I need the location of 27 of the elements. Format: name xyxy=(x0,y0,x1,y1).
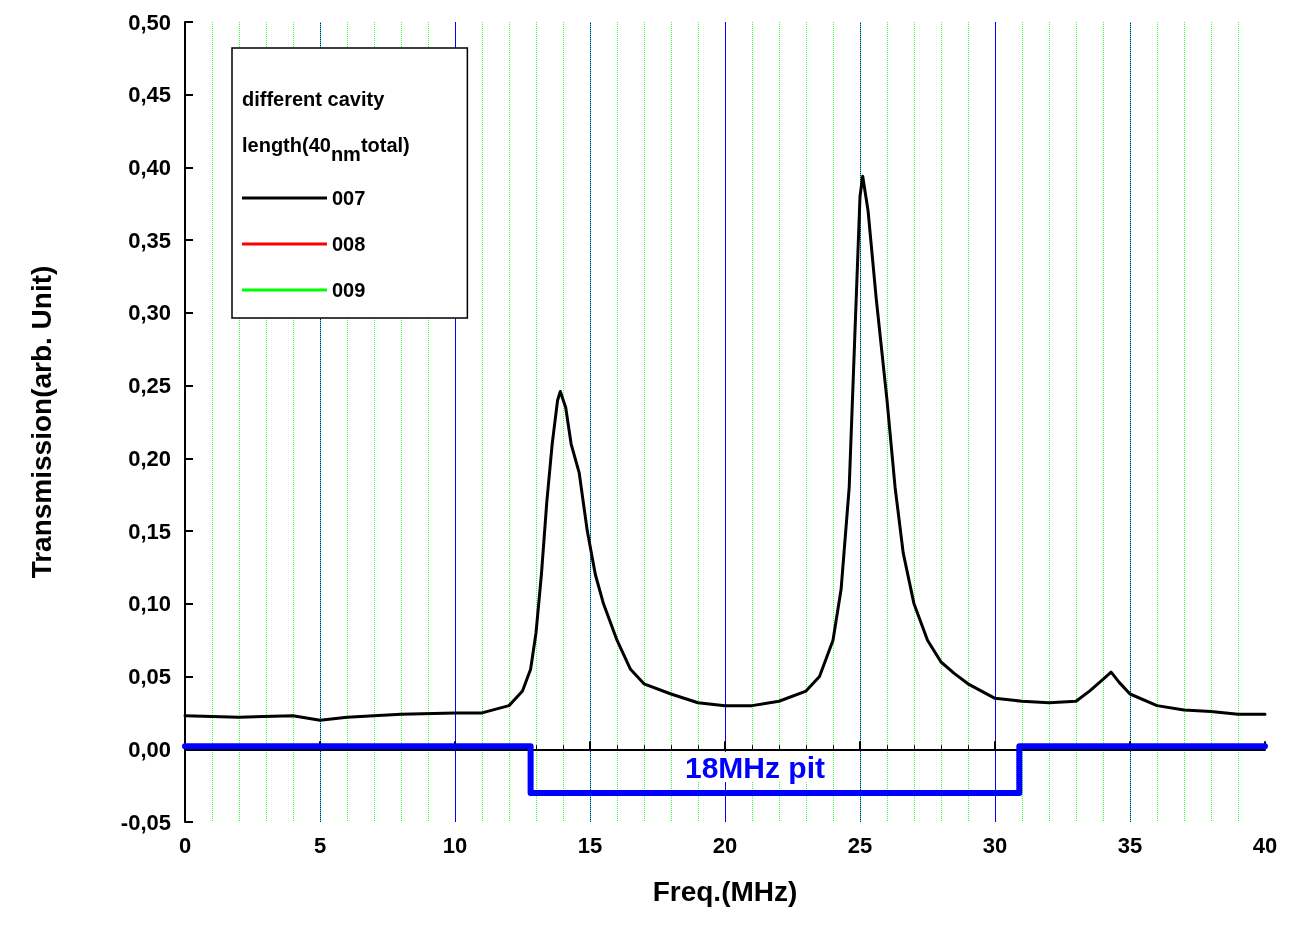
legend-label: 009 xyxy=(332,279,366,301)
x-tick-label: 35 xyxy=(1117,832,1143,858)
y-tick-label: 0,40 xyxy=(128,154,171,180)
y-tick-label: 0,45 xyxy=(128,82,171,108)
y-tick-label: 0,10 xyxy=(128,591,171,617)
x-tick-label: 40 xyxy=(1252,832,1278,858)
y-tick-label: 0,20 xyxy=(128,445,171,471)
x-axis-title: Freq.(MHz) xyxy=(652,875,798,907)
x-tick-label: 0 xyxy=(178,832,192,858)
y-tick-label: 0,05 xyxy=(128,664,171,690)
x-tick-label: 20 xyxy=(712,832,738,858)
x-tick-label: 15 xyxy=(577,832,603,858)
x-tick-label: 5 xyxy=(313,832,327,858)
x-tick-label: 25 xyxy=(847,832,873,858)
y-tick-label: 0,15 xyxy=(128,518,171,544)
y-tick-label: 0,30 xyxy=(128,300,171,326)
annotation: 18MHz pit xyxy=(685,750,826,784)
y-tick-label: 0,50 xyxy=(128,9,171,35)
y-tick-label: 0,25 xyxy=(128,373,171,399)
y-axis-title: Transmission(arb. Unit) xyxy=(25,265,57,579)
y-tick-label: 0,35 xyxy=(128,227,171,253)
legend-label: 007 xyxy=(332,187,366,209)
y-tick-label: 0,00 xyxy=(128,736,171,762)
y-tick-label: -0,05 xyxy=(120,809,171,835)
x-tick-label: 30 xyxy=(982,832,1008,858)
x-tick-label: 10 xyxy=(442,832,468,858)
legend-label: 008 xyxy=(332,233,366,255)
